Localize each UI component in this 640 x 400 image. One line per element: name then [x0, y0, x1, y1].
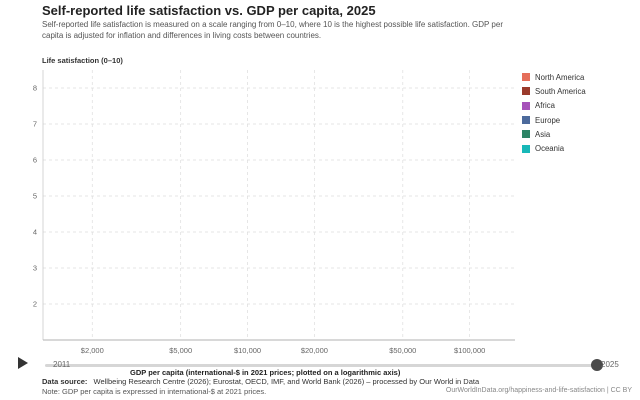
legend-item[interactable]: Asia	[522, 127, 586, 141]
y-tick-label: 6	[33, 156, 37, 165]
y-tick-label: 5	[33, 192, 37, 201]
play-icon[interactable]	[18, 357, 28, 369]
data-source: Data source: Wellbeing Research Centre (…	[42, 377, 479, 386]
credit-link[interactable]: OurWorldInData.org/happiness-and-life-sa…	[445, 387, 632, 394]
legend-item[interactable]: South America	[522, 84, 586, 98]
footnote: Note: GDP per capita is expressed in int…	[42, 387, 267, 396]
legend-item[interactable]: Europe	[522, 113, 586, 127]
legend-label: Europe	[535, 115, 561, 125]
y-tick-label: 3	[33, 264, 37, 273]
x-tick-label: $2,000	[81, 346, 104, 355]
legend-label: Oceania	[535, 144, 565, 154]
x-tick-label: $100,000	[454, 346, 485, 355]
data-source-text: Wellbeing Research Centre (2026); Eurost…	[93, 377, 480, 386]
timeline-track[interactable]	[45, 364, 598, 367]
timeline-handle[interactable]	[591, 359, 603, 371]
x-tick-label: $20,000	[301, 346, 328, 355]
y-tick-label: 2	[33, 300, 37, 309]
x-tick-label: $10,000	[234, 346, 261, 355]
legend-item[interactable]: Africa	[522, 99, 586, 113]
legend-label: Asia	[535, 129, 551, 139]
legend-swatch	[522, 73, 530, 82]
y-tick-label: 8	[33, 84, 37, 93]
legend-swatch	[522, 144, 530, 153]
legend: North America South America Africa Europe As…	[522, 70, 586, 156]
x-tick-label: $5,000	[169, 346, 192, 355]
chart-title: Self-reported life satisfaction vs. GDP …	[42, 3, 376, 18]
x-axis-label: GDP per capita (international-$ in 2021 …	[130, 368, 401, 377]
y-tick-label: 7	[33, 120, 37, 129]
legend-label: South America	[535, 86, 586, 96]
legend-item[interactable]: Oceania	[522, 141, 586, 155]
timeline-start-year: 2011	[53, 360, 71, 369]
legend-item[interactable]: North America	[522, 70, 586, 84]
axis-layer: 2 3 4 5 6 7 8 $2,000 $5,000 $10,000 $20,000 $50,000…	[33, 70, 515, 355]
timeline-end-year: 2025	[601, 360, 619, 369]
legend-label: North America	[535, 72, 585, 82]
grid-layer	[43, 70, 515, 340]
legend-swatch	[522, 116, 530, 125]
legend-swatch	[522, 87, 530, 96]
y-tick-label: 4	[33, 228, 37, 237]
x-tick-label: $50,000	[389, 346, 416, 355]
chart-subtitle: Self-reported life satisfaction is measu…	[42, 20, 503, 40]
legend-label: Africa	[535, 101, 555, 111]
y-axis-label: Life satisfaction (0–10)	[42, 56, 123, 65]
legend-swatch	[522, 101, 530, 110]
legend-swatch	[522, 130, 530, 139]
data-source-label: Data source:	[42, 377, 88, 386]
